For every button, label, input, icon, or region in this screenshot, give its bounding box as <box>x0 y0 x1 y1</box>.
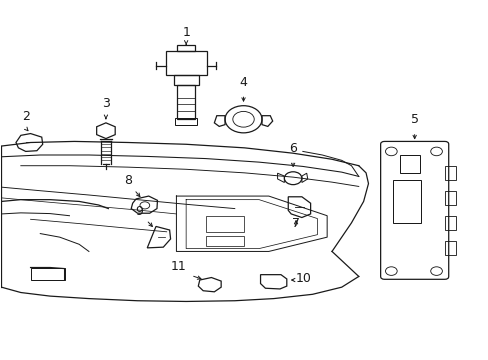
Bar <box>175 118 197 125</box>
Bar <box>444 166 455 180</box>
Text: 10: 10 <box>295 272 311 285</box>
Text: 2: 2 <box>22 110 30 123</box>
Text: 4: 4 <box>239 76 247 89</box>
Text: 1: 1 <box>182 26 190 39</box>
Bar <box>205 236 244 246</box>
Text: 9: 9 <box>135 204 142 217</box>
Bar <box>444 216 455 230</box>
Bar <box>177 45 195 51</box>
Text: 11: 11 <box>171 260 186 273</box>
Bar <box>444 241 455 255</box>
Text: 8: 8 <box>123 174 132 187</box>
Text: 3: 3 <box>102 97 110 111</box>
Bar <box>444 191 455 205</box>
Text: 7: 7 <box>291 217 300 230</box>
Bar <box>165 51 206 75</box>
Text: 5: 5 <box>410 113 418 126</box>
Bar <box>177 85 195 119</box>
Bar <box>30 267 64 280</box>
Bar <box>205 216 244 232</box>
Bar <box>399 155 419 173</box>
Bar <box>173 75 199 85</box>
Bar <box>392 180 420 223</box>
Text: 6: 6 <box>288 142 296 155</box>
